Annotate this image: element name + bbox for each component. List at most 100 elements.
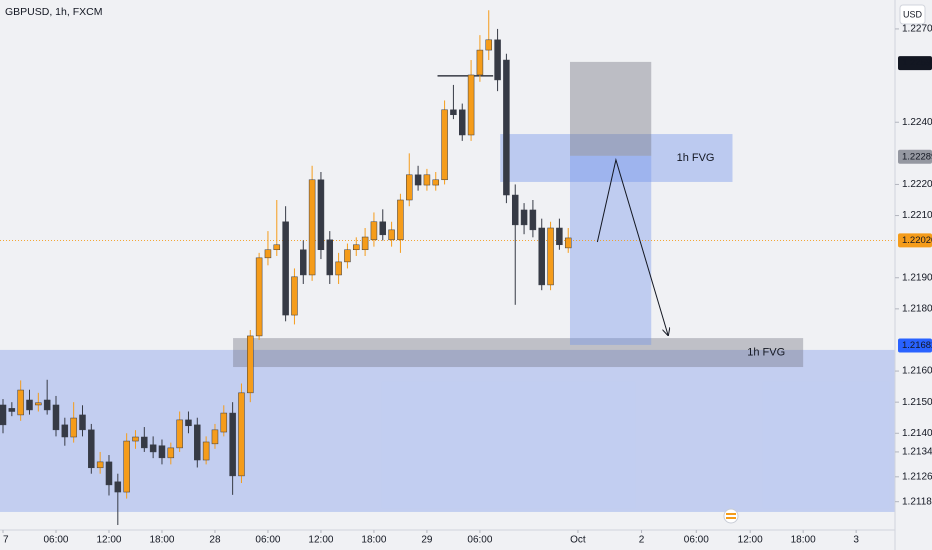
candle-body [388, 229, 395, 241]
candle-body [43, 399, 51, 411]
y-tick-label: 1.21900 [902, 272, 932, 283]
candle-body [414, 174, 422, 186]
x-tick-label: 7 [3, 535, 9, 546]
candle-body [370, 221, 378, 241]
logo [723, 508, 739, 524]
y-tick-label: 1.21260 [902, 471, 932, 482]
x-tick-label: 18:00 [361, 535, 386, 546]
candle-body [476, 49, 484, 76]
candle-body [35, 402, 42, 406]
candle-body [432, 179, 440, 186]
candle-body [556, 227, 563, 246]
y-tick-label: 1.22400 [902, 117, 932, 128]
candle-body [494, 39, 501, 81]
candle-body [220, 412, 228, 433]
price-label: 1.22020 [902, 235, 932, 246]
candle-body [26, 399, 33, 411]
candle-body [326, 239, 334, 276]
zone [569, 155, 652, 345]
candle-body [229, 412, 236, 477]
zone [233, 338, 804, 368]
x-tick-label: 12:00 [738, 535, 763, 546]
currency-label[interactable]: USD [903, 9, 923, 19]
candle-body [132, 436, 139, 442]
price-label-box [898, 56, 932, 71]
candle-body [458, 109, 466, 136]
price-label-box [898, 233, 932, 248]
candle-body [273, 244, 281, 251]
candle-body [529, 209, 537, 231]
candle-body [96, 461, 104, 469]
candle-body [317, 179, 325, 251]
price-label: 1.22289 [902, 151, 932, 162]
y-tick-label: 1.21180 [902, 496, 932, 507]
candle-body [123, 440, 130, 493]
currency-box[interactable] [899, 4, 926, 25]
candle-body [17, 389, 24, 416]
x-tick-label: 18:00 [149, 535, 174, 546]
candle-body [211, 429, 219, 445]
projection-arrow [596, 157, 668, 335]
x-tick-label: 06:00 [467, 535, 492, 546]
candle-body [264, 249, 272, 259]
price-label: 1.21682 [902, 340, 932, 351]
candle-body [503, 59, 510, 196]
candle-body [397, 199, 404, 241]
x-tick-label: 29 [421, 535, 433, 546]
candle-body [255, 257, 263, 337]
y-tick-label: 1.21800 [902, 303, 932, 314]
candle-body [538, 227, 545, 286]
y-tick-label: 1.22700 [902, 24, 932, 35]
price-label-box [898, 149, 932, 164]
candle-body [185, 419, 192, 427]
y-tick-label: 1.22200 [902, 179, 932, 190]
candle-body [441, 109, 448, 181]
candle-body [238, 392, 245, 477]
candle-body [485, 39, 492, 51]
candle-body [291, 276, 298, 316]
y-tick-label: 1.21340 [902, 447, 932, 458]
zone-label: 1h FVG [747, 346, 785, 358]
chart-title: GBPUSD, 1h, FXCM [5, 6, 102, 18]
price-label-box [898, 338, 932, 353]
candle-body [247, 335, 254, 394]
candle-body [61, 424, 69, 438]
x-tick-label: Oct [570, 535, 586, 546]
y-tick-label: 1.21500 [902, 397, 932, 408]
candle-body [406, 174, 413, 201]
candle-body [105, 461, 113, 486]
y-tick-label: 1.22100 [902, 210, 932, 221]
candle-body [0, 404, 7, 426]
candle-body [300, 249, 307, 276]
candle-body [176, 419, 183, 449]
zone [0, 349, 895, 512]
candle-body [423, 174, 431, 186]
y-tick-label: 1.21400 [902, 428, 932, 439]
candle-body [114, 481, 122, 493]
x-tick-label: 12:00 [96, 535, 121, 546]
y-tick-label: 1.21600 [902, 366, 932, 377]
candle-body [361, 236, 369, 251]
candle-body [344, 249, 351, 263]
x-tick-label: 06:00 [255, 535, 280, 546]
candle-body [149, 444, 157, 453]
candle-body [308, 179, 316, 276]
x-tick-label: 28 [209, 535, 221, 546]
candle-body [353, 244, 360, 251]
candle-body [547, 227, 554, 286]
candle-body [379, 221, 387, 236]
plot-area: 1h FVG 1h FVG [0, 10, 895, 526]
candle-body [167, 447, 175, 459]
candle-body [511, 194, 519, 226]
x-tick-label: 3 [853, 535, 859, 546]
candle-body [450, 109, 457, 116]
candle-body [52, 404, 60, 431]
candle-body [467, 74, 475, 136]
zone [500, 134, 733, 182]
x-tick-label: 12:00 [308, 535, 333, 546]
candle-body [8, 408, 16, 412]
candle-body [202, 441, 210, 461]
candle-body [79, 414, 86, 431]
